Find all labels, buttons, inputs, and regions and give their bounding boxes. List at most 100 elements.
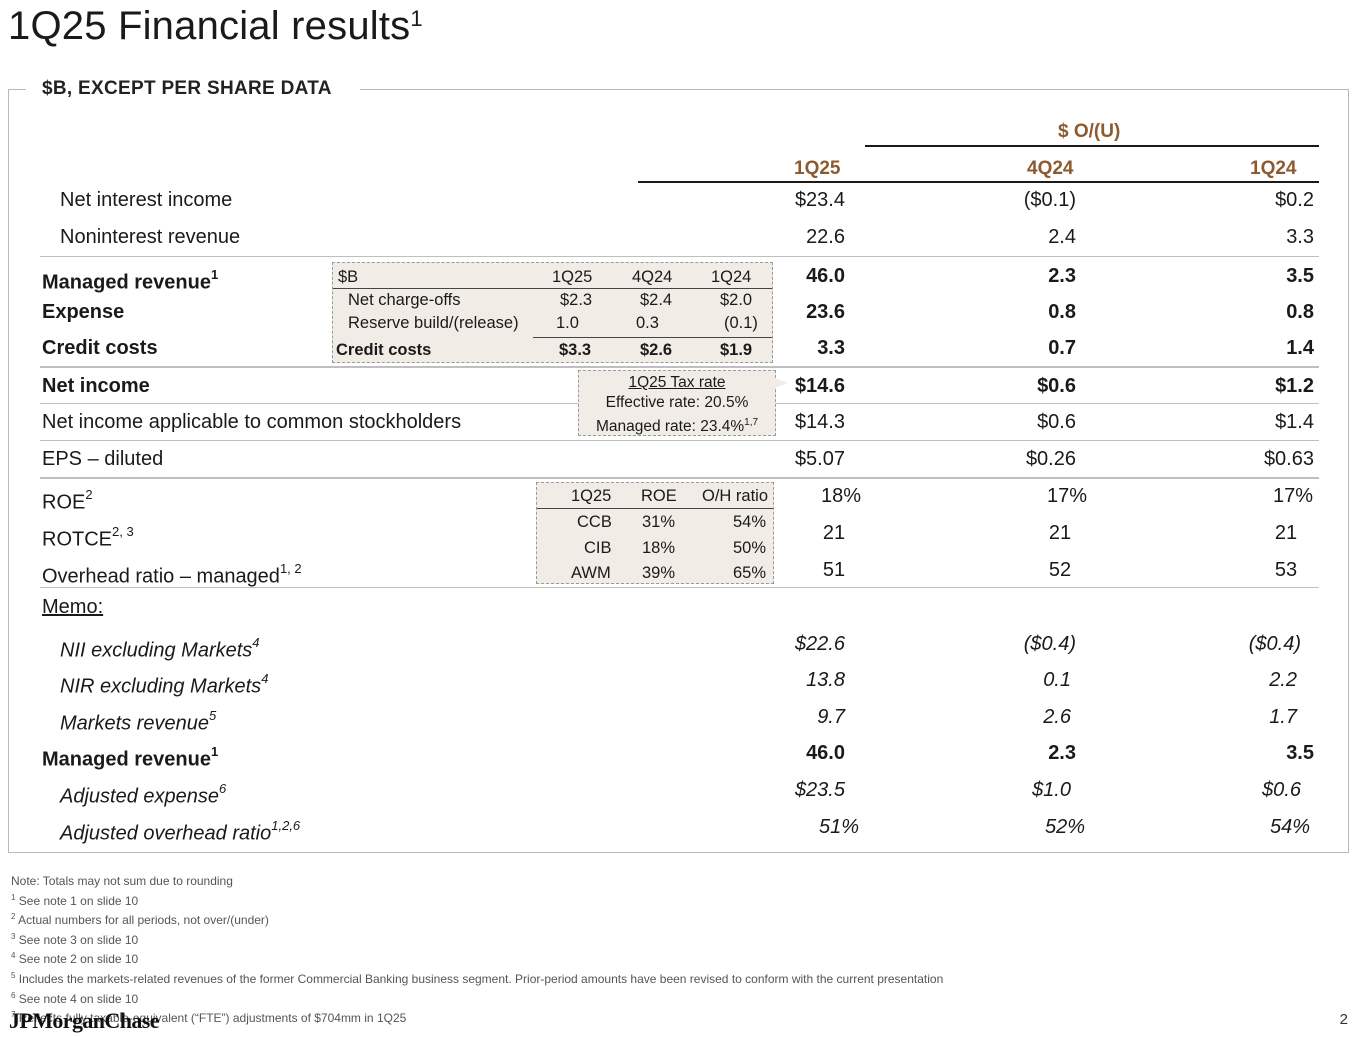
inset-rule — [333, 288, 772, 289]
group-header-rule — [865, 145, 1319, 147]
segment-label: CIB — [584, 539, 612, 557]
inset-rule — [533, 337, 772, 338]
inset-unit: $B — [338, 268, 359, 286]
value-1q24: 3.5 — [1286, 265, 1314, 287]
value-4q24: $0.6 — [1037, 375, 1076, 397]
value-1q24: $1.4 — [1275, 411, 1314, 433]
footnote-note: Note: Totals may not sum due to rounding — [11, 874, 233, 888]
table-row: Net income $14.6 $0.6 $1.2 — [40, 368, 1319, 405]
inset-value: $2.3 — [560, 291, 593, 309]
value-1q25: $23.5 — [794, 779, 845, 801]
row-label: Credit costs — [42, 337, 158, 359]
row-label: Adjusted overhead ratio1,2,6 — [60, 818, 301, 845]
table-row: Expense 23.6 0.8 0.8 — [40, 294, 1319, 331]
page-title: 1Q25 Financial results1 — [8, 4, 423, 48]
row-label: NII excluding Markets4 — [60, 635, 260, 662]
value-1q25: 22.6 — [806, 226, 845, 248]
value-1q24: 2.2 — [1269, 669, 1297, 691]
value-1q24: 0.8 — [1286, 301, 1314, 323]
footnote: 1 See note 1 on slide 10 — [11, 892, 139, 908]
memo-heading: Memo: — [40, 589, 1319, 626]
row-label: Markets revenue5 — [60, 708, 217, 735]
value-1q24: $0.6 — [1262, 779, 1301, 801]
value-4q24: $1.0 — [1032, 779, 1071, 801]
value-4q24: ($0.4) — [1023, 633, 1076, 655]
value-1q25: 51 — [822, 559, 846, 581]
row-label: NIR excluding Markets4 — [60, 671, 269, 698]
header-rule — [638, 181, 1319, 183]
table-frame — [8, 89, 1349, 853]
value-1q25: 51% — [818, 816, 860, 838]
footnote: 7 Reflects fully taxable-equivalent (“FT… — [11, 1010, 407, 1026]
col-header-1q25: 1Q25 — [794, 158, 841, 179]
inset-value: (0.1) — [724, 314, 758, 332]
inset-value: 1.0 — [556, 314, 579, 332]
footnote: 2 Actual numbers for all periods, not ov… — [11, 912, 269, 928]
company-logo: JPMorganChase — [9, 1008, 159, 1033]
value-1q24: ($0.4) — [1248, 633, 1301, 655]
row-label: Managed revenue1 — [42, 744, 219, 771]
footnote: 5 Includes the markets-related revenues … — [11, 970, 944, 986]
value-1q25: $14.6 — [794, 375, 845, 397]
value-1q25: $5.07 — [794, 448, 845, 470]
footnote: 3 See note 3 on slide 10 — [11, 931, 139, 947]
value-1q25: 18% — [820, 485, 862, 507]
table-row: ROTCE2, 3 21 21 21 — [40, 515, 1319, 552]
row-label: Net income applicable to common stockhol… — [42, 411, 462, 433]
value-4q24: 0.8 — [1048, 301, 1076, 323]
inset-col-period: 1Q25 — [571, 487, 612, 505]
inset-rule — [537, 508, 773, 509]
value-1q24: 1.7 — [1269, 706, 1297, 728]
segment-roe: 18% — [642, 539, 676, 557]
segment-label: AWM — [571, 564, 611, 582]
value-1q25: 23.6 — [806, 301, 845, 323]
row-label: ROTCE2, 3 — [42, 524, 134, 551]
table-row: Credit costs 3.3 0.7 1.4 — [40, 330, 1319, 367]
value-1q25: 46.0 — [806, 265, 845, 287]
inset-value: $3.3 — [559, 341, 592, 359]
value-4q24: 21 — [1048, 522, 1072, 544]
segment-roe-inset: 1Q25 ROE O/H ratio CCB 31% 54% CIB 18% 5… — [536, 482, 774, 584]
inset-col-1q24: 1Q24 — [711, 268, 752, 286]
credit-costs-inset: $B 1Q25 4Q24 1Q24 Net charge-offs $2.3 $… — [332, 262, 773, 363]
effective-tax-rate: Effective rate: 20.5% — [605, 394, 749, 411]
row-label: ROE2 — [42, 487, 93, 514]
segment-roe: 39% — [642, 564, 676, 582]
value-1q24: 54% — [1269, 816, 1311, 838]
value-4q24: 0.7 — [1048, 337, 1076, 359]
table-row: EPS – diluted $5.07 $0.26 $0.63 — [40, 441, 1319, 478]
value-4q24: 2.3 — [1048, 265, 1076, 287]
value-4q24: 2.6 — [1043, 706, 1071, 728]
inset-value: $2.0 — [720, 291, 753, 309]
value-4q24: ($0.1) — [1023, 189, 1076, 211]
row-divider — [40, 366, 1319, 368]
frame-divider — [360, 89, 1349, 90]
table-row: Managed revenue1 46.0 2.3 3.5 — [40, 735, 1319, 772]
value-1q25: 13.8 — [806, 669, 845, 691]
segment-label: CCB — [577, 513, 612, 531]
row-divider — [40, 477, 1319, 479]
table-row: NII excluding Markets4 $22.6 ($0.4) ($0.… — [40, 626, 1319, 663]
row-label: EPS – diluted — [42, 448, 164, 470]
inset-col-4q24: 4Q24 — [632, 268, 673, 286]
value-1q24: $0.2 — [1275, 189, 1314, 211]
value-1q24: 17% — [1272, 485, 1314, 507]
value-1q25: $22.6 — [794, 633, 845, 655]
table-row: Managed revenue1 46.0 2.3 3.5 — [40, 258, 1319, 295]
inset-value: $2.6 — [640, 341, 673, 359]
table-row: Noninterest revenue 22.6 2.4 3.3 — [40, 219, 1319, 256]
segment-roe: 31% — [642, 513, 676, 531]
value-1q25: 21 — [822, 522, 846, 544]
section-label: $B, EXCEPT PER SHARE DATA — [42, 78, 332, 99]
col-header-4q24: 4Q24 — [1027, 158, 1074, 179]
tax-inset-title: 1Q25 Tax rate — [628, 374, 726, 391]
table-row: NIR excluding Markets4 13.8 0.1 2.2 — [40, 662, 1319, 699]
value-1q24: 3.5 — [1286, 742, 1314, 764]
inset-row-label: Credit costs — [336, 341, 432, 359]
inset-value: 0.3 — [636, 314, 659, 332]
segment-oh: 54% — [733, 513, 767, 531]
row-divider — [40, 587, 1319, 588]
inset-col-1q25: 1Q25 — [552, 268, 593, 286]
value-4q24: 2.4 — [1048, 226, 1076, 248]
row-label: Managed revenue1 — [42, 267, 219, 294]
